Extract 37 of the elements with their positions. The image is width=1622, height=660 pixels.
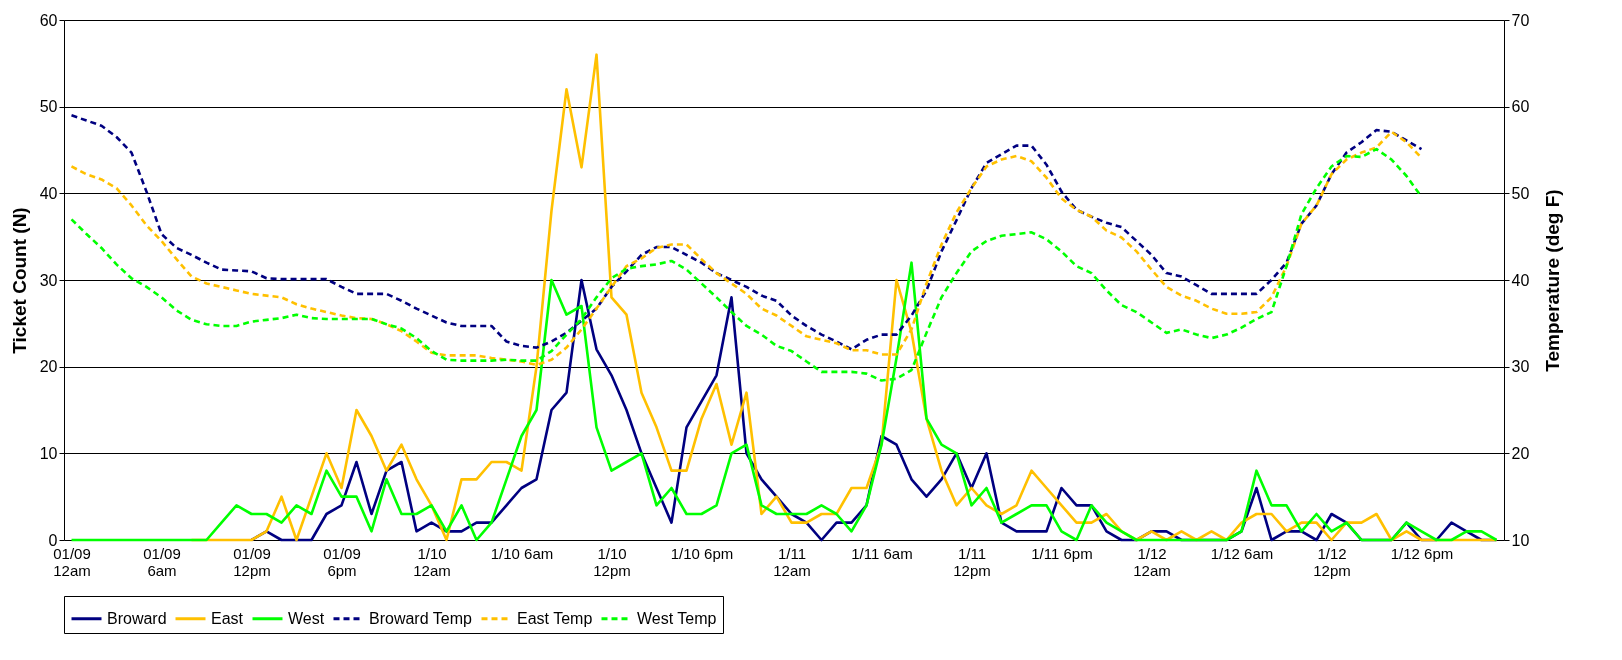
y2-tick-label: 10 (1511, 531, 1530, 549)
legend-label: East (211, 609, 244, 627)
x-tick-label: 1/12 6pm (1390, 544, 1454, 562)
y-axis-title: Ticket Count (N) (8, 207, 30, 354)
legend-label: West (288, 609, 325, 627)
legend-label: West Temp (637, 609, 717, 627)
y2-tick-label: 40 (1511, 271, 1530, 289)
y-tick-label: 40 (39, 184, 58, 202)
legend-label: East Temp (517, 609, 593, 627)
y2-tick-label: 70 (1511, 11, 1530, 29)
x-tick-label: 1/11 12am (773, 544, 811, 579)
x-tick-label: 1/11 12pm (953, 544, 991, 579)
y2-tick-label: 60 (1511, 98, 1530, 116)
x-tick-label: 1/10 6pm (670, 544, 734, 562)
y2-axis-title: Temperature (deg F) (1542, 189, 1564, 372)
x-tick-label: 1/12 12am (1133, 544, 1171, 579)
y-tick-label: 0 (48, 531, 58, 549)
x-tick-label: 01/09 6pm (323, 544, 361, 579)
legend-label: Broward (107, 609, 167, 627)
x-tick-label: 1/11 6pm (1031, 544, 1093, 562)
y-tick-label: 30 (39, 271, 58, 289)
x-tick-label: 1/10 12am (413, 544, 451, 579)
x-tick-label: 1/11 6am (851, 544, 913, 562)
x-tick-label: 1/12 12pm (1313, 544, 1351, 579)
y2-tick-label: 20 (1511, 444, 1530, 462)
y-tick-label: 60 (39, 11, 58, 29)
y2-tick-label: 30 (1511, 358, 1530, 376)
legend-label: Broward Temp (369, 609, 472, 627)
y2-tick-label: 50 (1511, 184, 1530, 202)
y-tick-label: 20 (39, 358, 58, 376)
x-tick-label: 01/09 6am (143, 544, 181, 579)
x-tick-label: 1/12 6am (1210, 544, 1274, 562)
y-tick-label: 10 (39, 444, 58, 462)
x-tick-label: 1/10 6am (490, 544, 554, 562)
x-tick-label: 01/09 12pm (233, 544, 271, 579)
x-tick-label: 1/10 12pm (593, 544, 631, 579)
y-tick-label: 50 (39, 98, 58, 116)
